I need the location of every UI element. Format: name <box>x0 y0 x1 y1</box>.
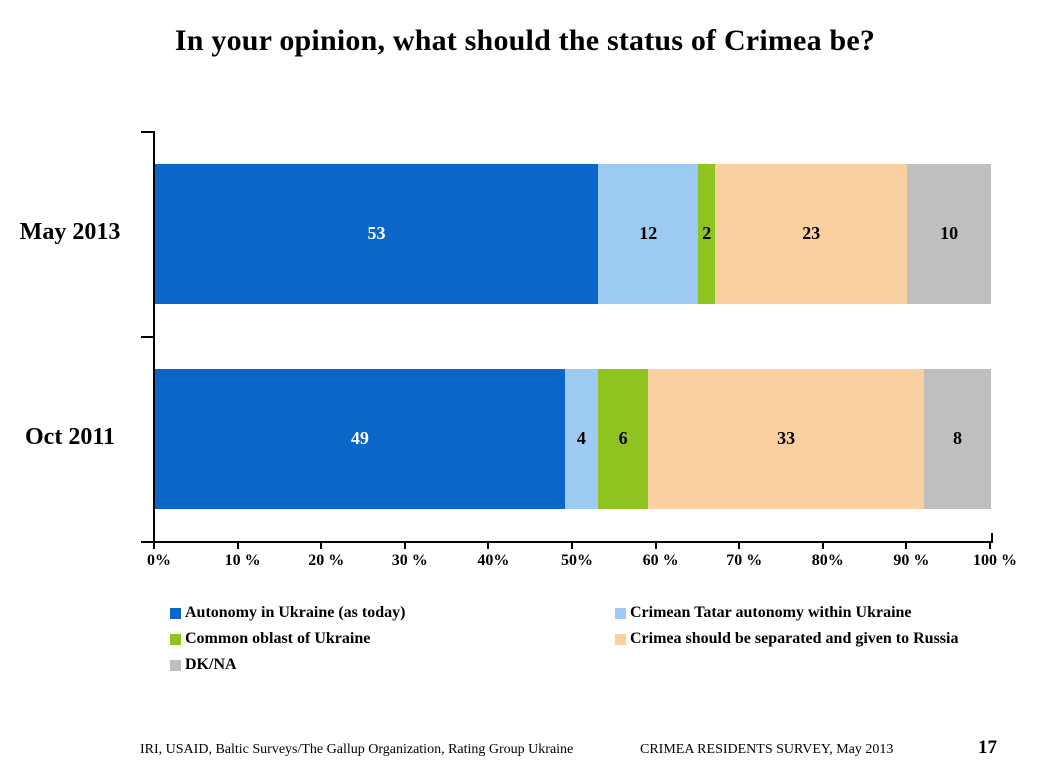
legend-column: Autonomy in Ukraine (as today) Common obl… <box>170 600 405 678</box>
x-axis-tick-label: 20 % <box>308 552 345 569</box>
category-label: May 2013 <box>19 218 121 245</box>
bar-segment: 2 <box>698 163 716 304</box>
x-axis-tick <box>153 543 155 549</box>
segment-value-label: 6 <box>618 428 628 448</box>
legend-item: Autonomy in Ukraine (as today) <box>170 600 405 626</box>
bar-segment: 49 <box>155 368 565 509</box>
category-label: Oct 2011 <box>25 423 115 450</box>
legend-item-label: Autonomy in Ukraine (as today) <box>185 604 406 621</box>
x-axis-tick-label: 90 % <box>893 552 930 569</box>
footer-survey-name: CRIMEA RESIDENTS SURVEY, May 2013 <box>640 742 894 757</box>
x-axis-tick-label: 0% <box>147 552 171 569</box>
bar-segment: 10 <box>907 163 991 304</box>
y-axis-tick <box>141 336 154 338</box>
bar-segment: 8 <box>924 368 991 509</box>
legend-swatch <box>170 659 181 671</box>
x-axis-tick <box>821 543 824 549</box>
legend: Autonomy in Ukraine (as today) Common obl… <box>0 600 1050 680</box>
x-axis-line <box>153 541 993 543</box>
legend-item: Crimea should be separated and given to … <box>615 626 958 652</box>
x-axis-end-tick <box>991 533 993 542</box>
x-axis-tick-label: 70 % <box>726 552 763 569</box>
segment-value-label: 8 <box>953 428 963 448</box>
legend-swatch <box>615 633 626 645</box>
segment-value-label: 49 <box>350 428 369 448</box>
legend-swatch <box>170 607 181 619</box>
segment-value-label: 12 <box>639 223 658 243</box>
x-axis-tick-label: 60 % <box>642 552 679 569</box>
legend-column: Crimean Tatar autonomy within Ukraine Cri… <box>615 600 958 652</box>
segment-value-label: 33 <box>777 428 796 448</box>
legend-item-label: Crimea should be separated and given to … <box>630 630 959 647</box>
x-axis-tick <box>989 543 991 549</box>
x-axis-tick <box>403 543 406 549</box>
y-axis-tick <box>141 131 154 133</box>
legend-item: Common oblast of Ukraine <box>170 626 405 652</box>
x-axis-tick <box>905 543 908 549</box>
x-axis-tick <box>320 543 323 549</box>
legend-item: Crimean Tatar autonomy within Ukraine <box>615 600 958 626</box>
x-axis-tick <box>571 543 573 549</box>
segment-value-label: 2 <box>702 223 712 243</box>
y-axis-tick <box>141 541 154 543</box>
legend-item-label: Crimean Tatar autonomy within Ukraine <box>630 604 912 621</box>
x-axis-tick-label: 80% <box>811 552 844 569</box>
legend-item-label: DK/NA <box>185 656 237 673</box>
x-axis-tick-label: 50% <box>561 552 593 569</box>
footer-source: IRI, USAID, Baltic Surveys/The Gallup Or… <box>140 742 574 757</box>
segment-value-label: 53 <box>367 223 386 243</box>
x-axis-tick-label: 30 % <box>391 552 428 569</box>
y-axis-line <box>153 131 155 543</box>
bar-row: 49 4 6 33 8 <box>155 368 991 509</box>
page-number: 17 <box>978 737 997 758</box>
x-axis-tick-label: 10 % <box>224 552 261 569</box>
bar-row: 53 12 2 23 10 <box>155 163 991 304</box>
x-axis-tick <box>487 543 490 549</box>
segment-value-label: 4 <box>576 428 586 448</box>
plot-area: 53 12 2 23 10 49 4 6 33 8 <box>155 131 991 541</box>
bar-segment: 4 <box>564 368 599 509</box>
legend-item-label: Common oblast of Ukraine <box>185 630 371 647</box>
x-axis-tick-label: 40% <box>477 552 510 569</box>
x-axis-tick-label: 100 % <box>973 552 1017 569</box>
x-axis-tick <box>236 543 239 549</box>
legend-swatch <box>615 607 626 619</box>
bar-segment: 33 <box>648 368 925 509</box>
chart-title: In your opinion, what should the status … <box>174 24 876 57</box>
legend-item: DK/NA <box>170 652 405 678</box>
legend-swatch <box>170 633 181 645</box>
segment-value-label: 10 <box>940 223 959 243</box>
x-axis-tick <box>738 543 741 549</box>
bar-segment: 53 <box>155 163 599 304</box>
bar-segment: 23 <box>715 163 908 304</box>
x-axis-tick <box>654 543 657 549</box>
bar-segment: 12 <box>598 163 699 304</box>
bar-segment: 6 <box>598 368 649 509</box>
segment-value-label: 23 <box>802 223 821 243</box>
